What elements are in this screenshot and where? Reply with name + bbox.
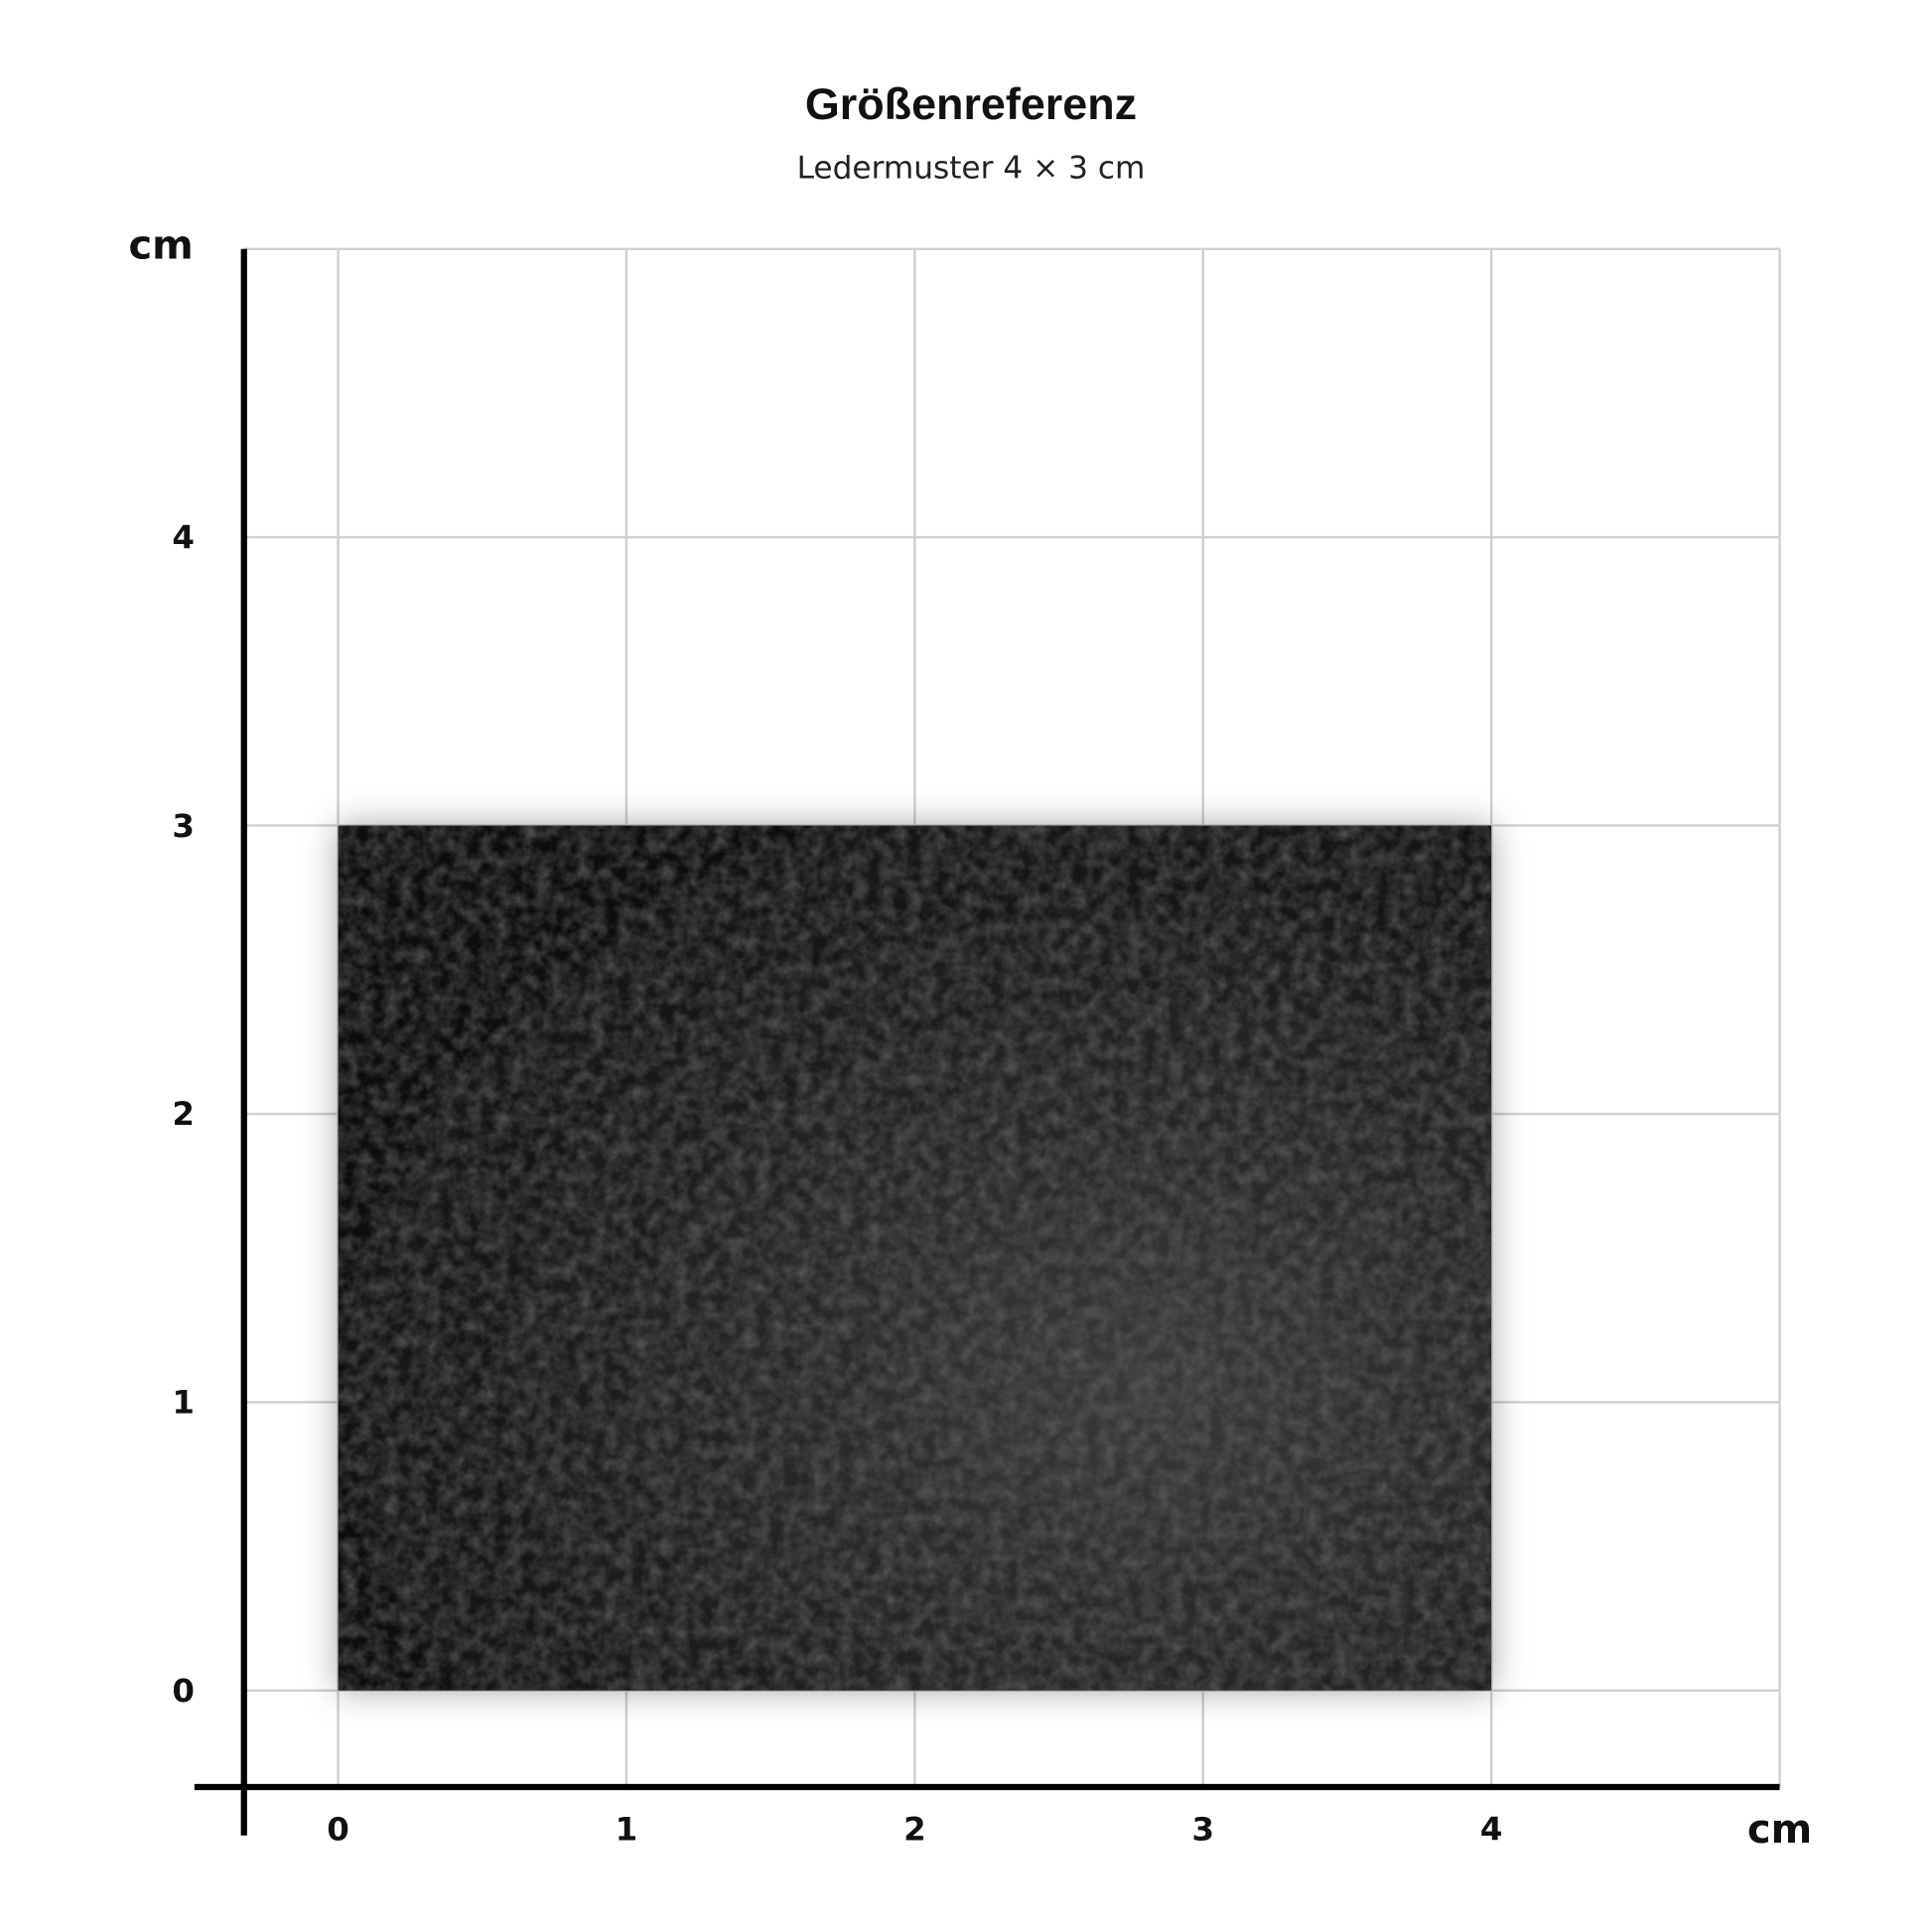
x-tick-label: 4: [1480, 1811, 1503, 1849]
leather-sample: [338, 825, 1492, 1691]
subtitle: Ledermuster 4 × 3 cm: [797, 151, 1146, 187]
axes: [194, 248, 1780, 1836]
y-tick-label: 3: [172, 807, 195, 845]
leather-texture: [338, 825, 1492, 1691]
y-tick-label: 2: [172, 1095, 195, 1133]
x-tick-label: 3: [1191, 1811, 1214, 1849]
x-tick-label: 2: [903, 1811, 926, 1849]
title: Größenreferenz: [805, 78, 1137, 129]
y-axis-unit: cm: [129, 223, 194, 269]
x-tick-label: 1: [616, 1811, 638, 1849]
y-tick-label: 1: [172, 1384, 195, 1422]
y-tick-label: 0: [172, 1672, 195, 1710]
x-tick-label: 0: [327, 1811, 349, 1849]
x-axis-unit: cm: [1747, 1807, 1812, 1853]
tick-labels: 0 1 2 3 4 0 1 2 3 4: [172, 518, 1502, 1848]
y-tick-label: 4: [172, 518, 195, 556]
